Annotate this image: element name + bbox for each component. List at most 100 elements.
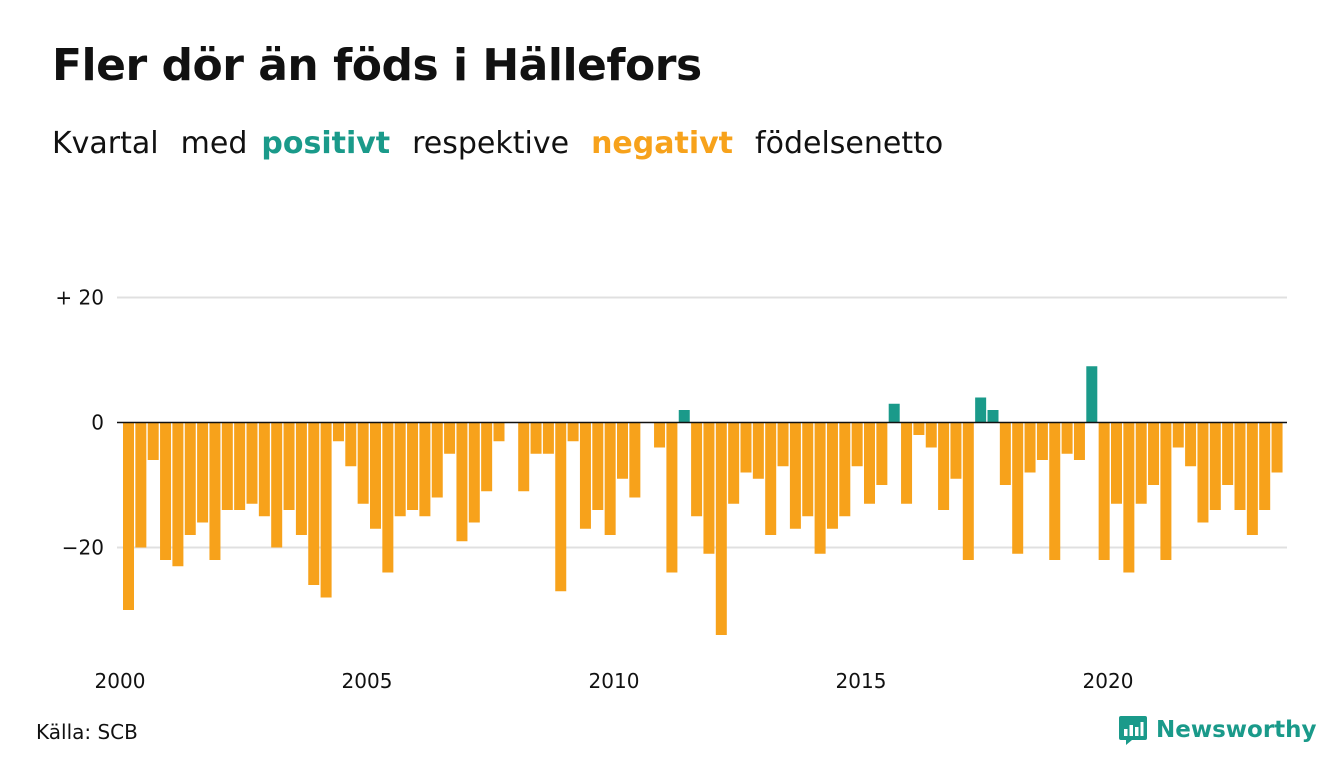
bar-negative [456, 422, 468, 542]
bar-negative [1012, 422, 1024, 554]
y-tick-label: −20 [62, 536, 104, 560]
bar-negative [1259, 422, 1271, 510]
subtitle-word: födelsenetto [755, 126, 944, 161]
bar-negative [493, 422, 505, 442]
bar-negative [802, 422, 814, 517]
bar-negative [592, 422, 604, 510]
bar-negative [691, 422, 703, 517]
bar-negative [542, 422, 554, 454]
bar-negative [1246, 422, 1258, 535]
bar-negative [1197, 422, 1209, 523]
x-tick-label: 2015 [836, 669, 887, 693]
bar-negative [258, 422, 270, 517]
subtitle-word: respektive [412, 126, 570, 161]
bar-negative [1160, 422, 1172, 560]
y-tick-label: 0 [91, 411, 104, 435]
bar-negative [1234, 422, 1246, 510]
bar-negative [999, 422, 1011, 485]
subtitle-word: med [180, 126, 248, 161]
bar-negative [308, 422, 320, 585]
bar-negative [728, 422, 740, 504]
bar-negative [444, 422, 456, 454]
bar-negative [172, 422, 184, 567]
bar-negative [468, 422, 480, 523]
x-tick-label: 2005 [342, 669, 393, 693]
bar-negative [382, 422, 394, 573]
bar-negative [357, 422, 369, 504]
bar-series [123, 366, 1283, 635]
x-tick-label: 2000 [95, 669, 146, 693]
bar-negative [370, 422, 381, 529]
bar-negative [579, 422, 591, 529]
bar-negative [567, 422, 579, 442]
bar-negative [394, 422, 406, 517]
bar-negative [629, 422, 641, 498]
bar-negative [160, 422, 172, 560]
bar-negative [666, 422, 678, 573]
bar-positive [888, 403, 900, 423]
bar-negative [789, 422, 801, 529]
bar-negative [1222, 422, 1234, 485]
bar-negative [419, 422, 431, 517]
subtitle: Kvartal med positivt respektive negativt föde… [52, 126, 965, 161]
bar-negative [1185, 422, 1197, 467]
bar-chart: + 20 0 −20 2000 2005 2010 2015 2020 [55, 286, 1287, 693]
bar-negative [901, 422, 913, 504]
bar-negative [407, 422, 419, 510]
bar-negative [530, 422, 542, 454]
bar-negative [234, 422, 246, 510]
bar-negative [184, 422, 196, 535]
brand-name: Newsworthy [1156, 717, 1317, 743]
bar-negative [123, 422, 134, 610]
subtitle-negative-highlight: negativt [591, 126, 734, 161]
bar-negative [814, 422, 826, 554]
subtitle-positive-highlight: positivt [261, 126, 391, 161]
y-axis-labels: + 20 0 −20 [55, 286, 104, 560]
bar-negative [876, 422, 888, 485]
bar-negative [913, 422, 925, 435]
bar-negative [604, 422, 616, 535]
bar-negative [826, 422, 838, 529]
bar-negative [209, 422, 221, 560]
y-tick-label: + 20 [55, 286, 104, 310]
source-note: Källa: SCB [36, 720, 138, 744]
bar-negative [765, 422, 777, 535]
subtitle-word: Kvartal [52, 126, 159, 161]
bar-negative [345, 422, 357, 467]
bar-negative [246, 422, 258, 504]
bar-negative [752, 422, 764, 479]
bar-negative [703, 422, 715, 554]
bar-negative [950, 422, 962, 479]
bar-negative [938, 422, 950, 510]
bar-negative [431, 422, 443, 498]
brand-logo[interactable]: Newsworthy [1118, 714, 1317, 746]
x-tick-label: 2010 [589, 669, 640, 693]
bar-negative [332, 422, 344, 442]
bar-negative [283, 422, 295, 510]
bar-negative [740, 422, 752, 473]
bar-negative [851, 422, 863, 467]
bar-negative [617, 422, 628, 479]
bar-negative [777, 422, 789, 467]
bar-negative [1073, 422, 1085, 460]
bar-negative [925, 422, 937, 448]
bar-negative [864, 422, 875, 504]
bar-negative [1148, 422, 1160, 485]
bar-negative [271, 422, 283, 548]
bar-negative [481, 422, 493, 492]
bar-negative [135, 422, 147, 548]
bar-negative [1135, 422, 1147, 504]
bar-positive [987, 410, 999, 423]
bar-negative [1123, 422, 1135, 573]
bar-negative [555, 422, 567, 592]
bar-negative [962, 422, 974, 560]
bar-negative [320, 422, 332, 598]
bar-positive [1086, 366, 1098, 423]
bar-negative [1098, 422, 1110, 560]
bar-negative [1209, 422, 1221, 510]
bar-negative [1172, 422, 1184, 448]
bar-negative [1111, 422, 1122, 504]
bar-negative [1061, 422, 1073, 454]
bar-negative [197, 422, 209, 523]
page-title: Fler dör än föds i Hällefors [52, 40, 702, 91]
